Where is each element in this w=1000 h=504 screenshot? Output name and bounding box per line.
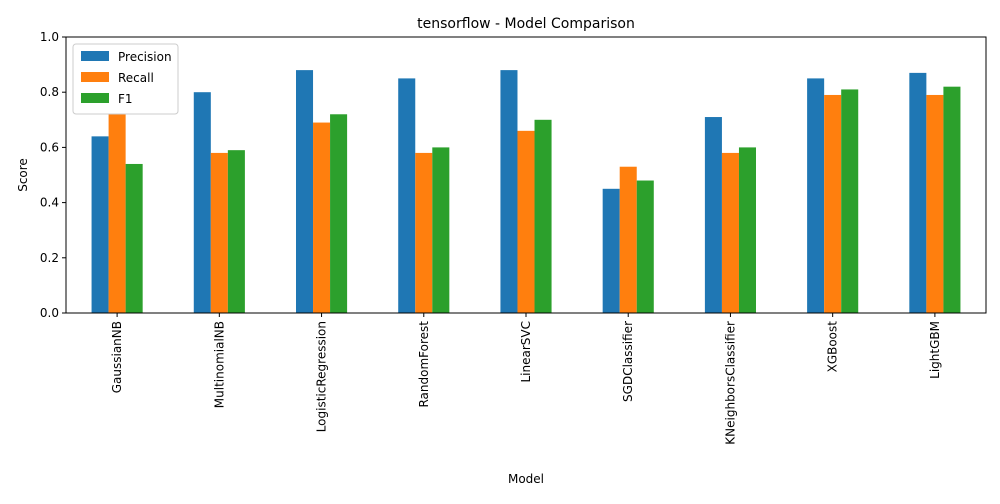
bar-recall-sgdclassifier	[619, 166, 637, 313]
x-tick-label: SGDClassifier	[621, 321, 635, 402]
bar-precision-logisticregression	[296, 70, 314, 314]
x-tick-label: KNeighborsClassifier	[723, 321, 737, 445]
y-tick-label: 0.2	[40, 251, 59, 265]
bar-f1-linearsvc	[534, 119, 552, 313]
bar-f1-lightgbm	[943, 86, 961, 314]
bar-recall-multinomialnb	[210, 152, 228, 313]
legend-swatch-recall	[81, 72, 109, 82]
axes-layer: 0.0 0.2 0.4 0.6 0.8 1.0 GaussianNB MultinomialN…	[40, 30, 987, 445]
bar-f1-kneighborsclassifier	[738, 147, 756, 313]
legend-swatch-f1	[81, 93, 109, 103]
bar-precision-xgboost	[807, 78, 825, 314]
x-tick-label: MultinomialNB	[212, 321, 226, 408]
x-tick-label: GaussianNB	[110, 321, 124, 393]
y-tick-label: 0.8	[40, 85, 59, 99]
bar-f1-multinomialnb	[227, 150, 245, 313]
x-tick-label: XGBoost	[826, 321, 840, 373]
bar-precision-linearsvc	[500, 70, 518, 314]
bar-precision-sgdclassifier	[602, 188, 620, 313]
y-axis-label: Score	[16, 158, 30, 192]
x-tick-label: RandomForest	[417, 321, 431, 408]
bars-layer	[91, 70, 961, 314]
bar-recall-xgboost	[824, 94, 842, 314]
legend-label-precision: Precision	[118, 50, 172, 64]
legend-label-recall: Recall	[118, 71, 154, 85]
legend-label-f1: F1	[118, 92, 133, 106]
bar-f1-logisticregression	[330, 114, 348, 313]
legend: Precision Recall F1	[72, 43, 179, 115]
y-tick-label: 1.0	[40, 30, 59, 44]
bar-f1-gaussiannb	[125, 163, 143, 313]
bar-f1-randomforest	[432, 147, 450, 313]
y-tick-label: 0.4	[40, 196, 59, 210]
bar-recall-gaussiannb	[108, 114, 126, 313]
bar-recall-kneighborsclassifier	[721, 152, 739, 313]
bar-precision-gaussiannb	[91, 136, 109, 313]
legend-swatch-precision	[81, 51, 109, 61]
bar-recall-logisticregression	[313, 122, 331, 313]
bar-f1-sgdclassifier	[636, 180, 654, 313]
chart-title: tensorflow - Model Comparison	[417, 16, 635, 32]
x-axis-label: Model	[508, 472, 544, 486]
y-tick-label: 0.0	[40, 306, 59, 320]
x-tick-label: LinearSVC	[519, 321, 533, 383]
bar-recall-randomforest	[415, 152, 433, 313]
bar-precision-lightgbm	[909, 72, 927, 313]
y-tick-label: 0.6	[40, 140, 59, 154]
bar-precision-multinomialnb	[193, 92, 211, 313]
bar-recall-lightgbm	[926, 94, 944, 314]
bar-f1-xgboost	[841, 89, 859, 313]
bar-precision-randomforest	[398, 78, 416, 314]
bar-precision-kneighborsclassifier	[704, 117, 722, 313]
x-tick-label: LightGBM	[928, 321, 942, 379]
x-tick-label: LogisticRegression	[315, 321, 329, 432]
bar-recall-linearsvc	[517, 130, 535, 313]
